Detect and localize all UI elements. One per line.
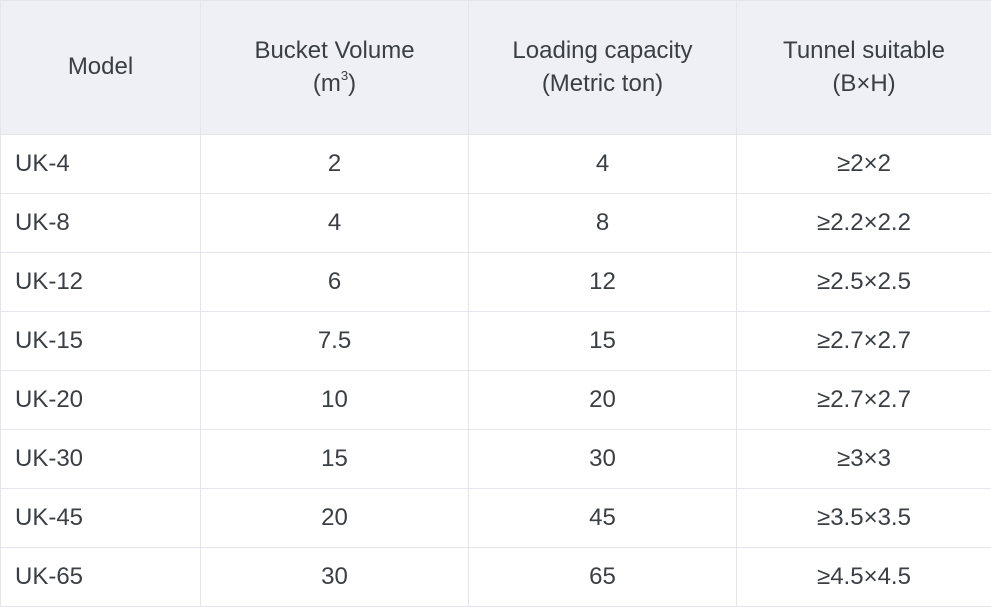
cell-tunnel: ≥3.5×3.5 bbox=[737, 489, 991, 548]
cell-capacity: 65 bbox=[469, 548, 737, 607]
cell-tunnel: ≥3×3 bbox=[737, 430, 991, 489]
col-header-sublabel: (B×H) bbox=[832, 70, 895, 97]
cell-capacity: 45 bbox=[469, 489, 737, 548]
table-row: UK-30 15 30 ≥3×3 bbox=[1, 430, 991, 489]
col-header-label: Bucket Volume bbox=[254, 37, 414, 64]
col-header-label: Tunnel suitable bbox=[783, 37, 945, 64]
cell-tunnel: ≥4.5×4.5 bbox=[737, 548, 991, 607]
col-header-label: Loading capacity bbox=[512, 37, 692, 64]
cell-bucket: 20 bbox=[201, 489, 469, 548]
col-header-capacity: Loading capacity (Metric ton) bbox=[469, 1, 737, 135]
cell-model: UK-20 bbox=[1, 371, 201, 430]
table-row: UK-45 20 45 ≥3.5×3.5 bbox=[1, 489, 991, 548]
cell-model: UK-4 bbox=[1, 135, 201, 194]
cell-bucket: 4 bbox=[201, 194, 469, 253]
table-row: UK-65 30 65 ≥4.5×4.5 bbox=[1, 548, 991, 607]
table-row: UK-4 2 4 ≥2×2 bbox=[1, 135, 991, 194]
col-header-tunnel: Tunnel suitable (B×H) bbox=[737, 1, 991, 135]
cell-bucket: 2 bbox=[201, 135, 469, 194]
spec-table: Model Bucket Volume (m3) Loading capacit… bbox=[0, 0, 991, 607]
cell-model: UK-65 bbox=[1, 548, 201, 607]
col-header-model: Model bbox=[1, 1, 201, 135]
cell-tunnel: ≥2.7×2.7 bbox=[737, 312, 991, 371]
cell-bucket: 7.5 bbox=[201, 312, 469, 371]
cell-model: UK-45 bbox=[1, 489, 201, 548]
cell-model: UK-15 bbox=[1, 312, 201, 371]
table-row: UK-12 6 12 ≥2.5×2.5 bbox=[1, 253, 991, 312]
cell-model: UK-12 bbox=[1, 253, 201, 312]
cell-capacity: 20 bbox=[469, 371, 737, 430]
cell-bucket: 10 bbox=[201, 371, 469, 430]
cell-capacity: 15 bbox=[469, 312, 737, 371]
col-header-label: Model bbox=[68, 53, 133, 80]
cell-capacity: 8 bbox=[469, 194, 737, 253]
cell-model: UK-30 bbox=[1, 430, 201, 489]
cell-bucket: 6 bbox=[201, 253, 469, 312]
cell-tunnel: ≥2×2 bbox=[737, 135, 991, 194]
cell-tunnel: ≥2.2×2.2 bbox=[737, 194, 991, 253]
table-row: UK-15 7.5 15 ≥2.7×2.7 bbox=[1, 312, 991, 371]
cell-tunnel: ≥2.7×2.7 bbox=[737, 371, 991, 430]
col-header-sublabel: (Metric ton) bbox=[542, 70, 663, 97]
cell-capacity: 4 bbox=[469, 135, 737, 194]
cell-bucket: 30 bbox=[201, 548, 469, 607]
table-header-row: Model Bucket Volume (m3) Loading capacit… bbox=[1, 1, 991, 135]
col-header-bucket: Bucket Volume (m3) bbox=[201, 1, 469, 135]
table-row: UK-8 4 8 ≥2.2×2.2 bbox=[1, 194, 991, 253]
col-header-sublabel: (m3) bbox=[313, 70, 356, 97]
cell-capacity: 12 bbox=[469, 253, 737, 312]
cell-model: UK-8 bbox=[1, 194, 201, 253]
cell-capacity: 30 bbox=[469, 430, 737, 489]
table-row: UK-20 10 20 ≥2.7×2.7 bbox=[1, 371, 991, 430]
cell-bucket: 15 bbox=[201, 430, 469, 489]
cell-tunnel: ≥2.5×2.5 bbox=[737, 253, 991, 312]
